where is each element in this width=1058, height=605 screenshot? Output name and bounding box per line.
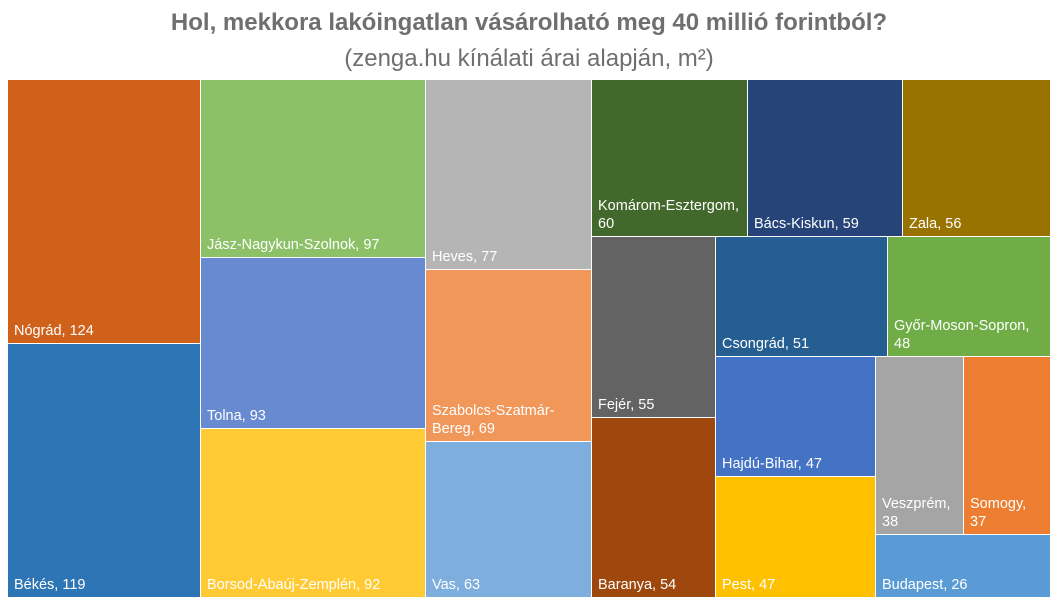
tile-label: Fejér, 55 [598, 397, 654, 413]
tile-label-line: Veszprém, [882, 496, 955, 512]
tile-label: Veszprém, 38 [882, 496, 955, 530]
tile-label: Békés, 119 [14, 577, 85, 593]
tile-label: Borsod-Abaúj-Zemplén, 92 [207, 577, 380, 593]
tile-label-line: Győr-Moson-Sopron, [894, 318, 1033, 334]
treemap-tile [748, 80, 902, 236]
chart-subtitle: (zenga.hu kínálati árai alapján, m²) [344, 45, 714, 72]
tile-label-line: 38 [882, 514, 898, 530]
tile-label: Somogy, 37 [970, 496, 1030, 530]
treemap-tile [964, 357, 1050, 534]
tile-label: Hajdú-Bihar, 47 [722, 456, 822, 472]
tile-label: Komárom-Esztergom, 60 [598, 198, 743, 232]
tile-label: Baranya, 54 [598, 577, 676, 593]
tile-label-line: 48 [894, 336, 910, 352]
tile-label-line: Somogy, [970, 496, 1030, 512]
treemap-tile [426, 80, 591, 269]
tile-label: Zala, 56 [909, 216, 961, 232]
tile-label: Szabolcs-Szatmár- Bereg, 69 [432, 403, 555, 437]
treemap-tile [201, 258, 425, 428]
tile-label: Jász-Nagykun-Szolnok, 97 [207, 237, 379, 253]
tile-label-line: 37 [970, 514, 986, 530]
treemap-tile [592, 237, 715, 417]
treemap-tile [888, 237, 1050, 356]
tile-label: Győr-Moson-Sopron, 48 [894, 318, 1033, 352]
tile-label-line: Szabolcs-Szatmár- [432, 403, 555, 419]
treemap-tile [876, 535, 1050, 597]
treemap-tile [8, 344, 200, 597]
treemap-tile [876, 357, 963, 534]
treemap-tile [716, 237, 887, 356]
chart-title: Hol, mekkora lakóingatlan vásárolható me… [171, 9, 887, 36]
tile-label: Bács-Kiskun, 59 [754, 216, 859, 232]
tile-label: Budapest, 26 [882, 577, 967, 593]
tile-label-line: Bereg, 69 [432, 421, 495, 437]
tile-label: Pest, 47 [722, 577, 775, 593]
tile-label-line: 60 [598, 216, 614, 232]
tile-label: Heves, 77 [432, 249, 497, 265]
treemap-tile [8, 80, 200, 343]
treemap-tile [426, 442, 591, 597]
treemap-tile [201, 80, 425, 257]
treemap-tile [592, 80, 747, 236]
tile-label: Nógrád, 124 [14, 323, 94, 339]
treemap-tile [716, 357, 875, 476]
treemap-tile [592, 418, 715, 597]
tile-label: Vas, 63 [432, 577, 480, 593]
treemap-tile [716, 477, 875, 597]
treemap-tile [201, 429, 425, 597]
treemap-tile [903, 80, 1050, 236]
tile-label: Csongrád, 51 [722, 336, 809, 352]
tile-label: Tolna, 93 [207, 408, 266, 424]
treemap-tile [426, 270, 591, 441]
tile-label-line: Komárom-Esztergom, [598, 198, 743, 214]
